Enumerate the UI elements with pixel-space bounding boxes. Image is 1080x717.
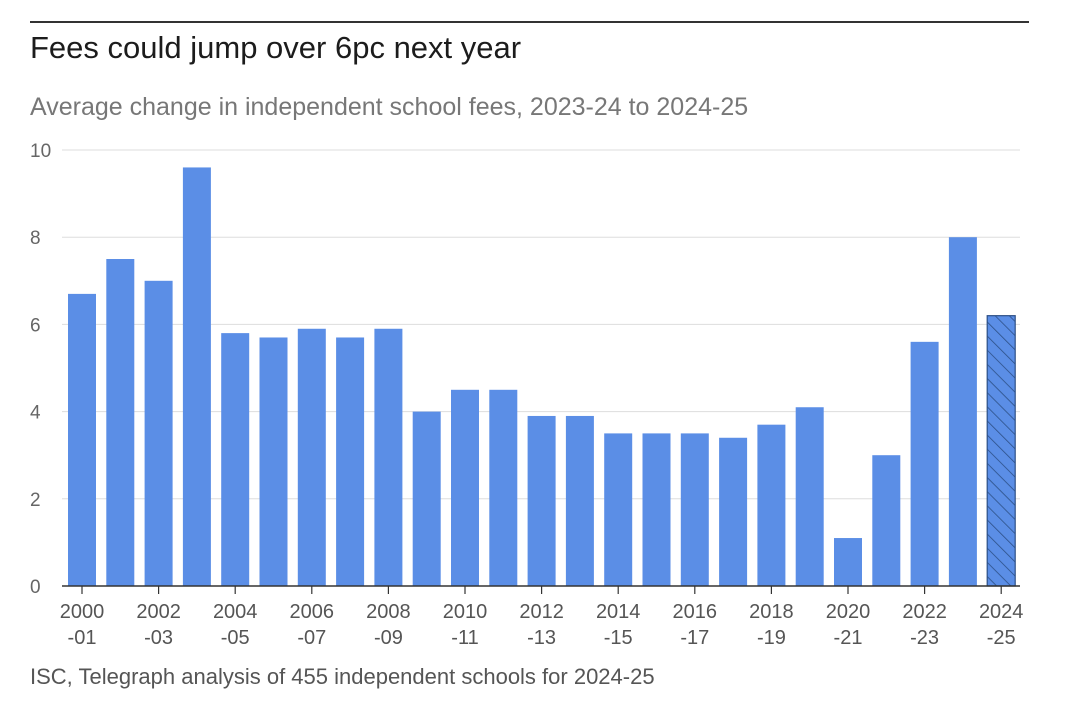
bar [604, 433, 633, 586]
x-tick-label: 2020 [826, 601, 871, 623]
x-tick-label: -03 [144, 627, 173, 649]
bar [412, 411, 441, 586]
x-tick-label: 2024 [979, 601, 1024, 623]
bar [336, 337, 365, 586]
source-note: ISC, Telegraph analysis of 455 independe… [30, 664, 655, 689]
bar [489, 389, 518, 586]
x-tick-label: 2006 [290, 601, 335, 623]
bar [297, 328, 326, 586]
bar [834, 538, 862, 586]
bar [374, 328, 403, 586]
bar [910, 341, 939, 586]
x-tick-label: -01 [68, 627, 97, 649]
chart-subtitle: Average change in independent school fee… [30, 93, 749, 121]
bar [565, 415, 594, 586]
bar [872, 455, 901, 586]
y-tick-label: 0 [30, 577, 41, 598]
y-tick-label: 8 [30, 228, 41, 249]
top-rule [30, 21, 1029, 23]
y-tick-label: 4 [30, 403, 41, 424]
x-tick-label: 2000 [60, 601, 105, 623]
x-tick-label: -11 [451, 627, 478, 649]
x-tick-label: 2004 [213, 601, 258, 623]
x-tick-label: 2012 [519, 601, 564, 623]
x-tick-label: 2008 [366, 601, 411, 623]
x-tick-label: 2018 [749, 601, 794, 623]
y-tick-label: 6 [30, 315, 41, 336]
x-tick-label: 2022 [902, 601, 947, 623]
bar [221, 333, 250, 586]
x-tick-label: -21 [834, 627, 863, 649]
bar [451, 389, 479, 586]
x-tick-label: -05 [221, 627, 250, 649]
bar [948, 237, 977, 586]
x-tick-label: -23 [910, 627, 939, 649]
bar [642, 433, 671, 586]
bar [68, 293, 96, 586]
y-tick-label: 10 [30, 141, 51, 162]
x-tick-label: 2002 [136, 601, 181, 623]
bar [259, 337, 288, 586]
bar [719, 437, 748, 586]
bar [757, 424, 786, 586]
bar [106, 259, 135, 586]
bar [144, 280, 173, 586]
x-tick-label: 2010 [443, 601, 488, 623]
bars [68, 167, 1016, 587]
x-tick-label: -09 [374, 627, 403, 649]
x-tick-label: -25 [987, 627, 1016, 649]
x-tick-label: -17 [680, 627, 709, 649]
x-tick-label: -07 [297, 627, 326, 649]
bar [182, 167, 211, 586]
bar-projected [986, 315, 1016, 587]
axes: 0 2 4 6 8 10 2000 -01 2002 -03 2004 -05 2006 -07 2008 -… [30, 141, 1023, 649]
chart-title: Fees could jump over 6pc next year [30, 30, 522, 65]
y-tick-label: 2 [30, 490, 41, 511]
x-tick-label: 2014 [596, 601, 641, 623]
x-tick-label: -19 [757, 627, 786, 649]
bar [527, 415, 556, 586]
x-tick-label: -15 [604, 627, 633, 649]
bar [680, 433, 709, 586]
bar [795, 407, 824, 586]
x-tick-label: 2016 [673, 601, 718, 623]
x-tick-label: -13 [527, 627, 556, 649]
